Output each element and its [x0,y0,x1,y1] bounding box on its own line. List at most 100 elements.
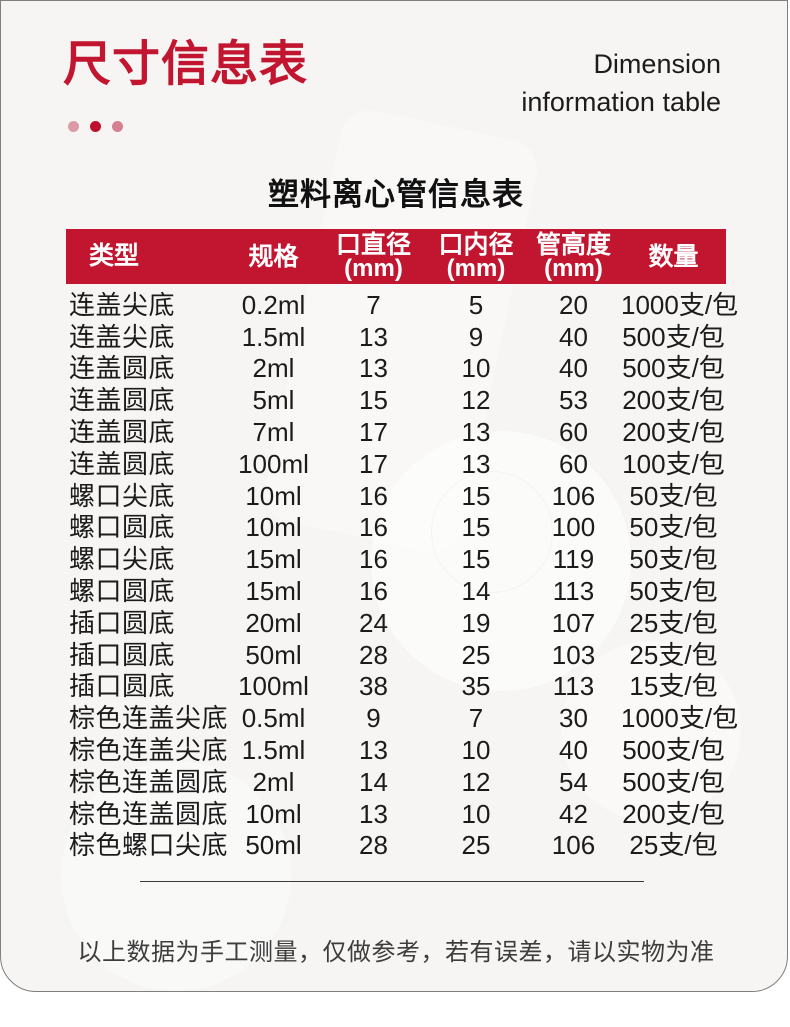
table-cell: 42 [559,798,588,829]
table-cell: 16 [359,480,388,511]
table-cell: 38 [359,671,388,702]
page-title-english: Dimension information table [521,45,721,121]
table-cell: 7 [468,703,484,734]
table-cell: 53 [559,385,588,416]
table-cell: 13 [461,417,491,448]
column-header: 数量 [648,242,699,271]
table-row: 螺口尖底 15ml 16 15 119 50支/包 [66,543,726,575]
table-cell: 119 [552,544,595,575]
column-header: 类型 [89,242,140,270]
table-cell: 500支/包 [622,353,725,384]
table-cell: 1000支/包 [621,703,739,734]
table-cell: 2ml [252,766,295,797]
table-cell: 10 [461,735,491,766]
page-title-english-line2: information table [521,87,721,117]
table-cell: 13 [359,353,388,384]
table-cell: 1.5ml [241,735,306,766]
table-cell: 500支/包 [622,735,725,766]
table-cell: 28 [359,830,388,861]
table-cell: 14 [359,766,388,797]
table-cell: 500支/包 [622,766,725,797]
table-cell: 100 [551,512,596,543]
table-row: 连盖尖底 1.5ml 13 9 40 500支/包 [66,321,726,353]
table-cell: 0.5ml [241,703,306,734]
table-cell: 28 [359,639,388,670]
table-cell: 10ml [245,798,302,829]
table-cell: 棕色连盖圆底 [69,798,229,829]
table-cell: 60 [559,448,588,479]
table-row: 螺口尖底 10ml 16 15 106 50支/包 [66,480,726,512]
table-cell: 0.2ml [241,289,306,320]
table-cell: 棕色连盖尖底 [69,735,229,766]
table-cell: 13 [461,448,491,479]
table-cell: 50支/包 [629,544,718,575]
table-cell: 40 [559,353,588,384]
table-cell: 连盖圆底 [69,448,176,479]
table-cell: 15 [359,385,388,416]
table-cell: 200支/包 [622,385,725,416]
table-row: 螺口圆底 10ml 16 15 100 50支/包 [66,512,726,544]
table-cell: 螺口尖底 [69,544,176,575]
table-cell: 螺口尖底 [69,480,176,511]
table-cell: 1000支/包 [621,289,739,320]
table-title: 塑料离心管信息表 [268,177,524,212]
table-cell: 10ml [245,512,302,543]
table-cell: 15 [461,544,491,575]
column-header: 规格 [248,242,299,271]
table-cell: 50ml [245,830,302,861]
table-row: 连盖尖底 0.2ml 7 5 20 1000支/包 [66,289,739,321]
table-cell: 15ml [245,576,302,607]
table-cell: 13 [359,321,388,352]
table-cell: 100ml [238,671,309,702]
decor-dot-2 [90,121,101,132]
table-cell: 25支/包 [629,830,718,861]
table-cell: 25 [461,639,491,670]
footer-divider-line [140,881,644,882]
table-row: 连盖圆底 2ml 13 10 40 500支/包 [66,353,726,385]
table-cell: 螺口圆底 [69,512,176,543]
table-cell: 12 [461,385,491,416]
table-row: 插口圆底 50ml 28 25 103 25支/包 [66,639,726,671]
table-cell: 19 [461,607,491,638]
table-cell: 13 [359,798,388,829]
table-cell: 17 [359,417,388,448]
table-cell: 500支/包 [622,321,725,352]
table-row: 连盖圆底 5ml 15 12 53 200支/包 [66,384,726,416]
table-row: 棕色螺口尖底 50ml 28 25 106 25支/包 [66,830,726,862]
table-row: 插口圆底 100ml 38 35 113 15支/包 [66,671,726,703]
table-cell: 16 [359,512,388,543]
table-cell: 15 [461,480,491,511]
table-row: 棕色连盖尖底 0.5ml 9 7 30 1000支/包 [66,702,739,734]
table-row: 棕色连盖圆底 10ml 13 10 42 200支/包 [66,798,726,830]
table-row: 螺口圆底 15ml 16 14 113 50支/包 [66,575,726,607]
table-cell: 插口圆底 [69,639,176,670]
table-cell: 12 [461,766,491,797]
table-cell: 14 [461,576,491,607]
dimension-info-card: 尺寸信息表 Dimension information table 塑料离心管信… [0,0,788,992]
table-cell: 插口圆底 [69,607,176,638]
table-cell: 106 [551,830,596,861]
table-cell: 棕色连盖尖底 [69,703,229,734]
table-cell: 54 [559,766,588,797]
table-cell: 13 [359,735,388,766]
table-cell: 25支/包 [629,607,718,638]
table-cell: 7ml [252,417,295,448]
table-cell: 15ml [245,544,302,575]
column-header: 口直径 (mm) [335,230,411,282]
column-header: 口内径 (mm) [438,230,514,282]
page-title-english-line1: Dimension [593,49,721,79]
table-cell: 30 [559,703,588,734]
table-cell: 10 [461,353,491,384]
table-cell: 9 [468,321,484,352]
table-cell: 棕色螺口尖底 [69,830,229,861]
table-row: 连盖圆底 7ml 17 13 60 200支/包 [66,416,726,448]
table-cell: 106 [551,480,596,511]
table-cell: 200支/包 [622,798,725,829]
table-cell: 50支/包 [629,512,718,543]
decor-dot-3 [112,121,123,132]
table-cell: 15 [461,512,491,543]
table-cell: 连盖圆底 [69,417,176,448]
table-cell: 40 [559,735,588,766]
table-cell: 10ml [245,480,302,511]
measurement-disclaimer: 以上数据为手工测量，仅做参考，若有误差，请以实物为准 [77,939,715,966]
